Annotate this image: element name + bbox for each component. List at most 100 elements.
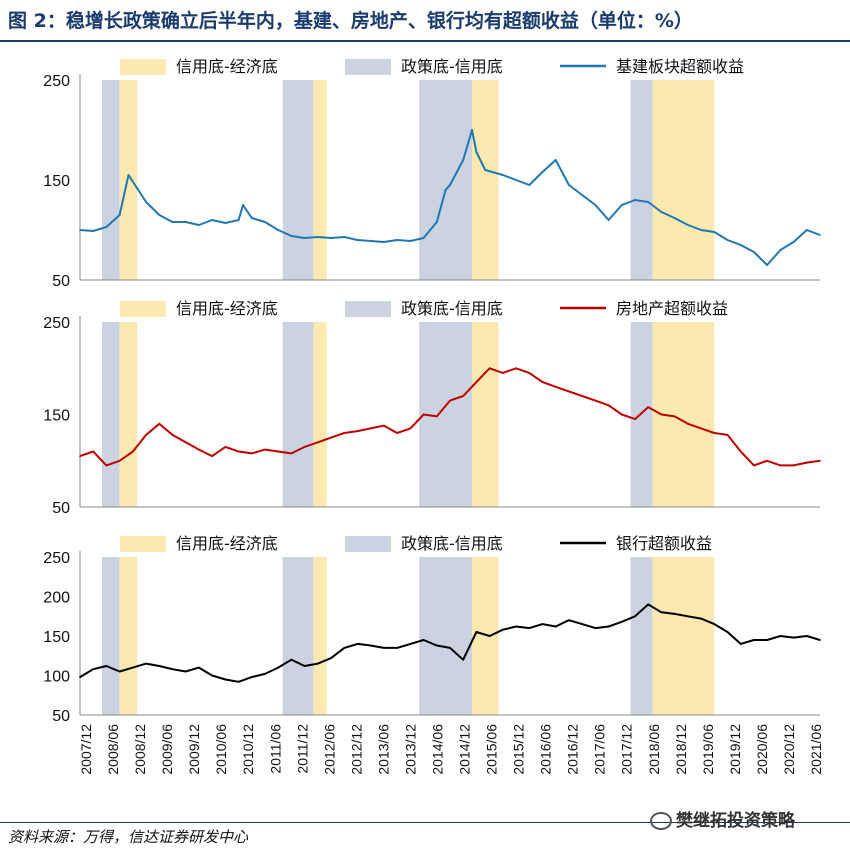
data-point xyxy=(700,617,702,620)
data-point xyxy=(528,372,531,374)
data-point xyxy=(554,385,557,388)
data-point xyxy=(726,239,729,241)
data-point xyxy=(515,179,517,181)
data-point xyxy=(224,446,227,448)
data-point xyxy=(224,222,227,224)
credit-econ-band xyxy=(472,80,499,280)
data-point xyxy=(409,643,412,645)
x-tick-label: 2018/06 xyxy=(646,724,662,775)
data-point xyxy=(488,367,491,370)
data-point xyxy=(792,464,795,467)
data-point xyxy=(673,415,676,418)
data-point xyxy=(819,234,821,236)
data-point xyxy=(554,625,557,628)
policy-credit-band xyxy=(282,80,314,280)
y-tick-label: 150 xyxy=(43,408,70,425)
data-point xyxy=(369,644,372,647)
data-point xyxy=(409,240,412,242)
legend-label: 信用底-经济底 xyxy=(176,534,278,553)
data-point xyxy=(105,226,108,228)
data-point xyxy=(435,221,438,223)
x-tick-label: 2013/12 xyxy=(402,724,418,775)
data-point xyxy=(264,673,266,675)
x-tick-label: 2007/12 xyxy=(78,724,94,775)
data-point xyxy=(779,464,782,467)
credit-econ-band xyxy=(652,557,715,715)
y-tick-label: 50 xyxy=(52,273,70,290)
credit-econ-band xyxy=(119,322,138,507)
data-point xyxy=(92,668,95,670)
data-point xyxy=(264,221,266,223)
data-point xyxy=(554,159,557,161)
data-point xyxy=(687,615,689,618)
x-tick-label: 2012/12 xyxy=(348,724,364,775)
data-point xyxy=(673,217,676,219)
data-point xyxy=(620,204,623,206)
data-point xyxy=(819,639,821,641)
data-point xyxy=(528,184,531,186)
data-point xyxy=(475,381,478,383)
data-point xyxy=(488,635,491,637)
data-point xyxy=(158,214,161,216)
data-point xyxy=(264,448,266,451)
data-point xyxy=(484,169,487,171)
data-point xyxy=(105,665,108,667)
watermark: 樊继拓投资策略 xyxy=(650,806,795,831)
data-point xyxy=(303,665,306,667)
data-point xyxy=(79,676,81,678)
data-point xyxy=(250,452,253,455)
data-point xyxy=(819,459,821,462)
credit-econ-band xyxy=(119,557,138,715)
data-point xyxy=(502,174,504,176)
data-point xyxy=(343,236,346,238)
x-tick-label: 2008/06 xyxy=(105,724,121,775)
x-tick-label: 2020/12 xyxy=(781,724,797,775)
data-point xyxy=(568,390,570,393)
data-point xyxy=(634,199,636,201)
data-point xyxy=(766,264,768,266)
data-point xyxy=(369,240,372,242)
data-point xyxy=(700,229,702,231)
legend-label: 政策底-信用底 xyxy=(401,57,503,76)
legend-swatch xyxy=(120,59,166,75)
source-divider xyxy=(0,822,850,823)
credit-econ-band xyxy=(652,80,715,280)
data-point xyxy=(198,448,200,451)
data-point xyxy=(92,230,95,232)
credit-econ-band xyxy=(119,80,138,280)
data-point xyxy=(422,413,425,416)
data-point xyxy=(184,441,187,444)
data-point xyxy=(779,249,782,251)
data-point xyxy=(753,251,755,253)
data-point xyxy=(92,450,95,453)
data-point xyxy=(673,613,676,615)
data-point xyxy=(713,231,716,233)
data-point xyxy=(660,611,663,614)
data-point xyxy=(541,171,544,173)
policy-credit-band xyxy=(630,557,653,715)
legend-label: 房地产超额收益 xyxy=(616,299,728,318)
data-point xyxy=(237,219,240,221)
data-point xyxy=(739,450,742,453)
data-point xyxy=(184,670,187,673)
x-tick-label: 2019/06 xyxy=(700,724,716,775)
data-point xyxy=(242,204,244,206)
data-point xyxy=(739,643,742,645)
data-point xyxy=(383,241,385,243)
x-tick-label: 2010/06 xyxy=(213,724,229,775)
data-point xyxy=(792,636,795,639)
data-point xyxy=(317,662,319,665)
data-point xyxy=(449,647,451,649)
x-tick-label: 2012/06 xyxy=(321,724,337,775)
data-point xyxy=(594,204,597,206)
data-point xyxy=(383,424,385,427)
legend-swatch xyxy=(120,301,166,317)
data-point xyxy=(356,643,359,645)
data-point xyxy=(634,615,636,618)
data-point xyxy=(198,224,200,226)
series-lines xyxy=(79,129,821,683)
x-tick-label: 2017/06 xyxy=(592,724,608,775)
data-point xyxy=(660,211,663,213)
